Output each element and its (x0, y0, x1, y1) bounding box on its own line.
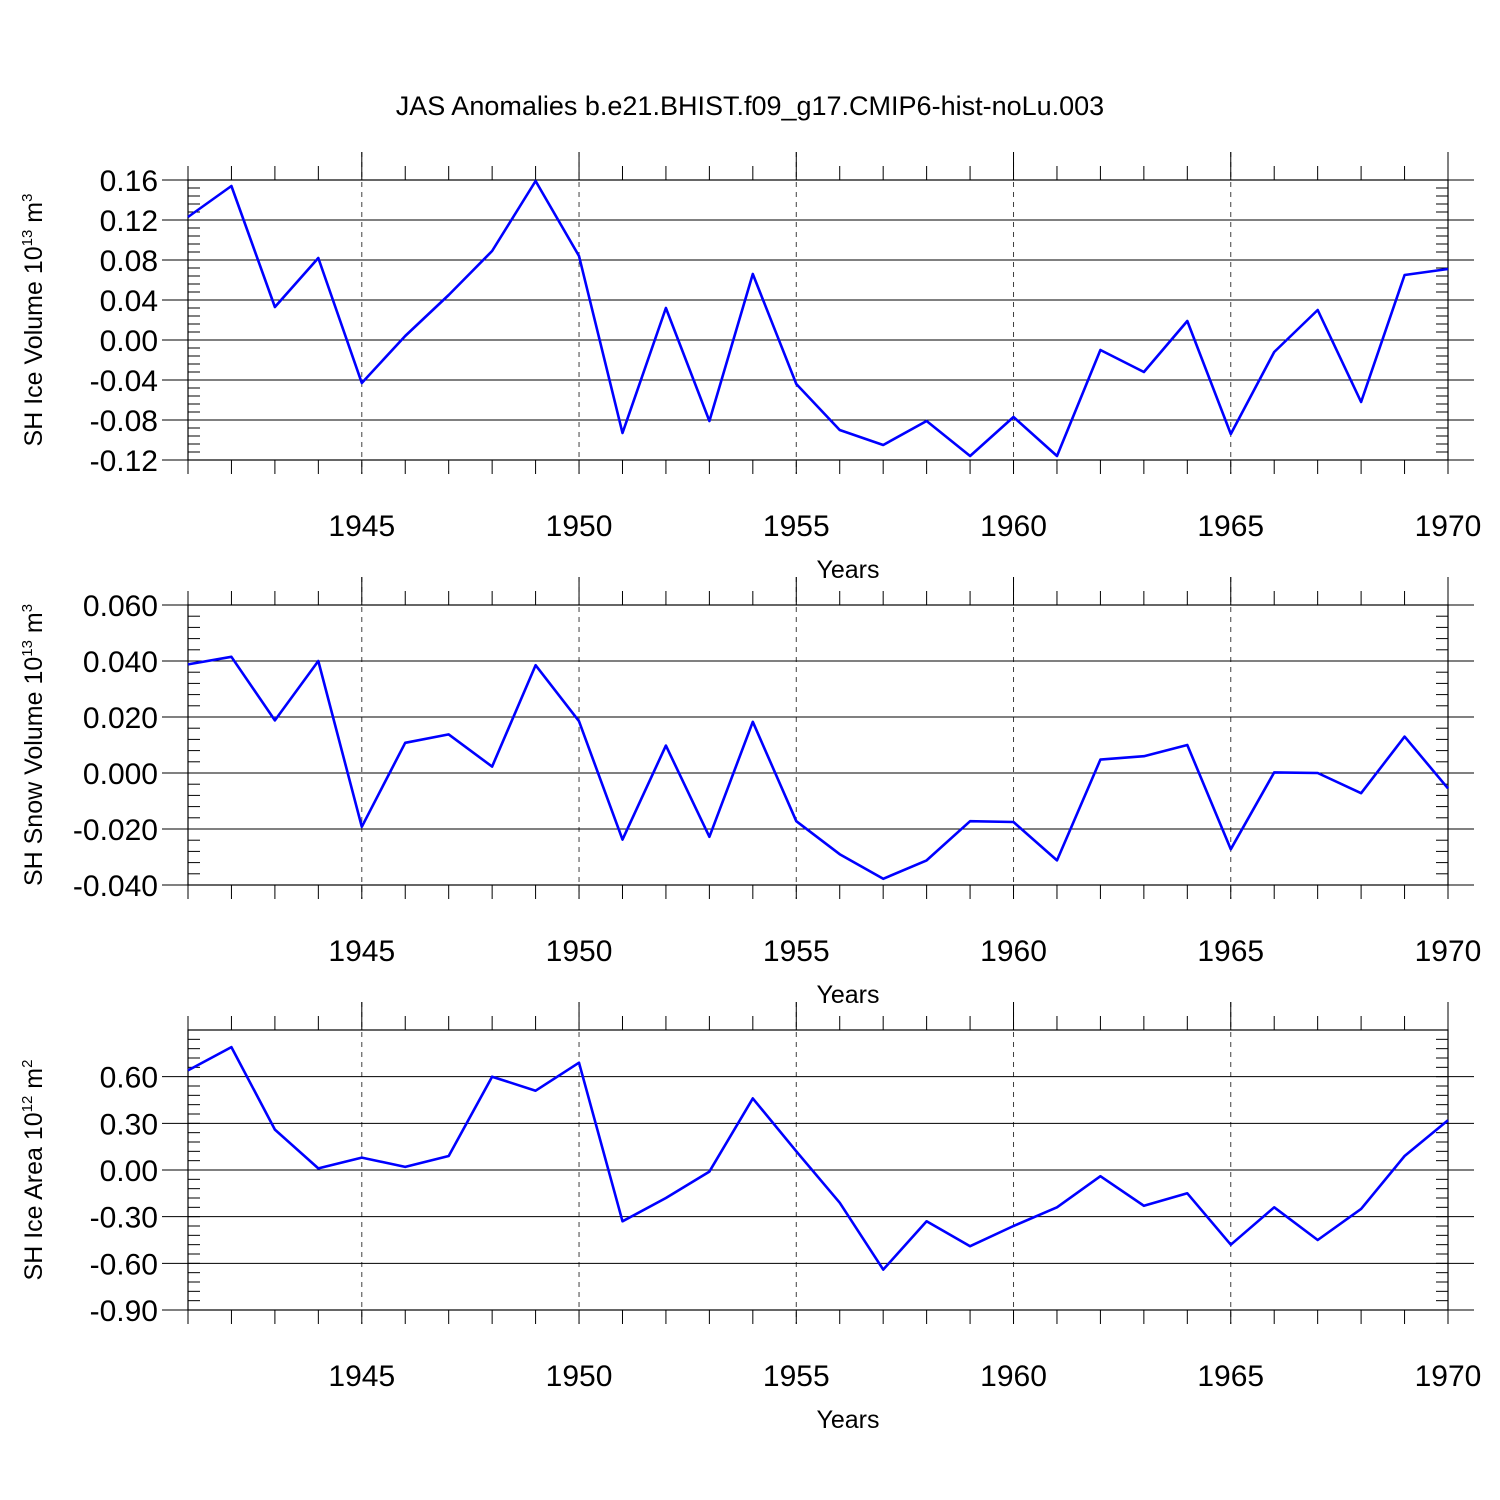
y-tick-label: 0.00 (100, 1155, 158, 1188)
y-axis-label-text: SH Ice Volume 10 (20, 246, 48, 446)
y-axis-label-text: m (20, 202, 48, 230)
y-tick-label: 0.000 (83, 758, 158, 791)
y-tick-label: -0.90 (90, 1295, 158, 1328)
y-tick-label: 0.60 (100, 1062, 158, 1095)
x-axis-label: Years (816, 556, 879, 584)
plot-frame (187, 604, 1449, 886)
y-axis-label: SH Ice Area 1012 m2 (19, 1060, 48, 1281)
x-tick-label: 1960 (980, 1360, 1047, 1393)
y-tick-label: 0.060 (83, 590, 158, 623)
y-axis-label-text: SH Ice Area 10 (20, 1112, 48, 1280)
x-tick-label: 1955 (763, 935, 830, 968)
x-tick-label: 1970 (1415, 1360, 1482, 1393)
x-tick-label: 1950 (546, 510, 613, 543)
y-axis-label-text: SH Snow Volume 10 (20, 657, 48, 886)
y-axis-label-superscript: 2 (19, 1060, 36, 1068)
panels: -0.12 -0.08 -0.04 0.00 0.04 0.08 0.12 0.16 1945 1… (19, 152, 1481, 1434)
y-axis-label-superscript: 3 (19, 604, 36, 612)
panel-3: -0.90 -0.60 -0.30 0.00 0.30 0.60 1945 1950 1955 1… (19, 1002, 1481, 1434)
x-tick-label: 1955 (763, 510, 830, 543)
y-axis-label-superscript: 13 (19, 230, 36, 247)
series-line (187, 179, 1449, 458)
x-tick-label: 1965 (1197, 510, 1264, 543)
x-tick-label: 1970 (1415, 510, 1482, 543)
y-axis-label-superscript: 13 (19, 640, 36, 657)
y-tick-label: 0.020 (83, 702, 158, 735)
panel-2: -0.040 -0.020 0.000 0.020 0.040 0.060 1945 1950… (19, 577, 1481, 1009)
y-tick-label: 0.08 (100, 245, 158, 278)
y-tick-label: -0.040 (73, 870, 158, 903)
y-axis-label-superscript: 3 (19, 194, 36, 202)
x-axis-label: Years (816, 1406, 879, 1434)
y-tick-label: -0.60 (90, 1248, 158, 1281)
x-tick-label: 1950 (546, 935, 613, 968)
x-tick-label: 1965 (1197, 1360, 1264, 1393)
series-line (187, 655, 1449, 881)
x-tick-label: 1955 (763, 1360, 830, 1393)
x-tick-label: 1945 (328, 935, 395, 968)
y-axis-label: SH Snow Volume 1013 m3 (19, 604, 48, 886)
x-tick-label: 1945 (328, 510, 395, 543)
y-tick-label: -0.08 (90, 405, 158, 438)
y-tick-label: 0.12 (100, 205, 158, 238)
y-axis-label: SH Ice Volume 1013 m3 (19, 194, 48, 447)
y-tick-label: 0.040 (83, 646, 158, 679)
y-tick-label: -0.04 (90, 365, 158, 398)
panel-1: -0.12 -0.08 -0.04 0.00 0.04 0.08 0.12 0.16 1945 1… (19, 152, 1481, 584)
y-axis-label-superscript: 12 (19, 1096, 36, 1113)
y-tick-label: 0.16 (100, 165, 158, 198)
y-tick-label: -0.020 (73, 814, 158, 847)
x-tick-label: 1960 (980, 510, 1047, 543)
y-tick-label: 0.30 (100, 1108, 158, 1141)
y-tick-label: 0.00 (100, 325, 158, 358)
x-tick-label: 1965 (1197, 935, 1264, 968)
y-tick-label: -0.12 (90, 445, 158, 478)
chart-title: JAS Anomalies b.e21.BHIST.f09_g17.CMIP6-… (396, 91, 1104, 121)
plot-frame (187, 179, 1449, 461)
x-axis-label: Years (816, 981, 879, 1009)
x-tick-label: 1945 (328, 1360, 395, 1393)
y-tick-label: -0.30 (90, 1202, 158, 1235)
y-tick-label: 0.04 (100, 285, 158, 318)
y-axis-label-text: m (20, 612, 48, 640)
x-tick-label: 1950 (546, 1360, 613, 1393)
x-tick-label: 1960 (980, 935, 1047, 968)
y-axis-label-text: m (20, 1068, 48, 1096)
series-line (187, 1045, 1449, 1271)
x-tick-label: 1970 (1415, 935, 1482, 968)
